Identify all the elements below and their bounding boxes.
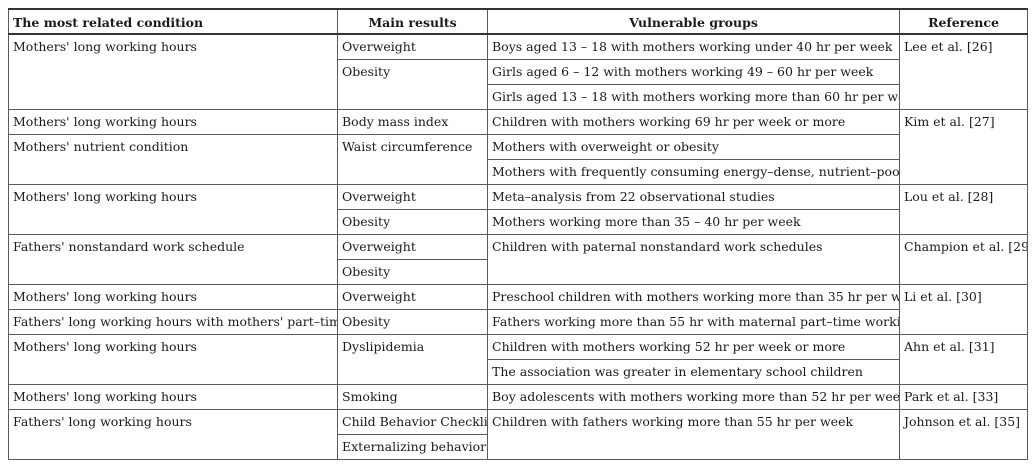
result-cell: Obesity [337,258,488,285]
result-cell: Obesity [337,58,488,110]
condition-cell: Mothers' long working hours [8,183,338,235]
reference-cell: Li et al. [30] [899,283,1028,335]
reference-cell: Kim et al. [27] [899,108,1028,185]
reference-cell: Johnson et al. [35] [899,408,1028,460]
condition-cell: Mothers' long working hours [8,108,338,135]
table-row: Obesity [9,258,1028,285]
group-cell: Children with fathers working more than … [487,408,900,460]
group-cell: Children with mothers working 52 hr per … [487,333,900,360]
table-row: Mothers with frequently consuming energy… [9,158,1028,185]
table-row: Mothers' long working hours Smoking Boy … [8,383,1028,410]
condition-cell: Mothers' long working hours [8,33,338,110]
group-cell: Preschool children with mothers working … [487,283,900,310]
group-cell: Meta–analysis from 22 observational stud… [487,183,900,210]
results-table: The most related condition Main results … [8,8,1028,460]
condition-cell: Mothers' long working hours [8,283,338,310]
group-cell: Girls aged 6 – 12 with mothers working 4… [487,58,900,85]
header-reference: Reference [899,8,1028,35]
table-row: Obesity Girls aged 6 – 12 with mothers w… [9,58,1028,110]
reference-cell: Lee et al. [26] [899,33,1028,110]
result-cell: Smoking [337,383,488,410]
result-cell: Overweight [337,283,488,310]
result-cell: Overweight [337,183,488,210]
header-row: The most related condition Main results … [8,8,1028,35]
condition-cell: Fathers' nonstandard work schedule [8,233,338,285]
table-row: Fathers' long working hours with mothers… [8,308,1028,335]
group-cell: Girls aged 13 – 18 with mothers working … [487,83,900,110]
reference-cell: Champion et al. [29] [899,233,1028,285]
group-cell: Fathers working more than 55 hr with mat… [487,308,900,335]
result-cell: Dyslipidemia [337,333,488,385]
table-row: Obesity Mothers working more than 35 – 4… [9,208,1028,235]
table-row: The association was greater in elementar… [9,358,1028,385]
reference-cell: Park et al. [33] [899,383,1028,410]
result-cell: Obesity [337,208,488,235]
result-cell: Obesity [337,308,488,335]
condition-cell: Fathers' long working hours with mothers… [8,308,338,335]
result-cell: Body mass index [337,108,488,135]
table-row: Externalizing behavior [9,433,1028,460]
table-row: Mothers' long working hours Body mass in… [8,108,1028,185]
table-row: Mothers' long working hours Overweight B… [8,33,1028,110]
group-cell: Boy adolescents with mothers working mor… [487,383,900,410]
result-cell: Externalizing behavior [337,433,488,460]
header-condition: The most related condition [8,8,338,35]
reference-cell: Ahn et al. [31] [899,333,1028,385]
header-main-results: Main results [337,8,488,35]
group-cell: The association was greater in elementar… [487,358,900,385]
table-row: Fathers' nonstandard work schedule Overw… [8,233,1028,285]
result-cell: Child Behavior Checklist [337,408,488,435]
condition-cell: Fathers' long working hours [8,408,338,460]
result-cell: Overweight [337,33,488,60]
group-cell: Mothers working more than 35 – 40 hr per… [487,208,900,235]
group-cell: Mothers with overweight or obesity [487,133,900,160]
table-row: Mothers' long working hours Overweight P… [8,283,1028,335]
condition-cell: Mothers' nutrient condition [8,133,338,185]
group-cell: Children with mothers working 69 hr per … [487,108,900,135]
reference-cell: Lou et al. [28] [899,183,1028,235]
group-cell: Mothers with frequently consuming energy… [487,158,900,185]
table-row: Mothers' nutrient condition Waist circum… [8,133,1028,185]
table-row: Fathers' long working hours Child Behavi… [8,408,1028,460]
group-cell: Children with paternal nonstandard work … [487,233,900,285]
result-cell: Waist circumference [337,133,488,185]
condition-cell: Mothers' long working hours [8,383,338,410]
table-row: Mothers' long working hours Dyslipidemia… [8,333,1028,385]
group-cell: Boys aged 13 – 18 with mothers working u… [487,33,900,60]
result-cell: Overweight [337,233,488,260]
table-container: The most related condition Main results … [8,8,1028,460]
header-vulnerable-groups: Vulnerable groups [487,8,900,35]
table-row: Mothers' long working hours Overweight M… [8,183,1028,235]
condition-cell: Mothers' long working hours [8,333,338,385]
